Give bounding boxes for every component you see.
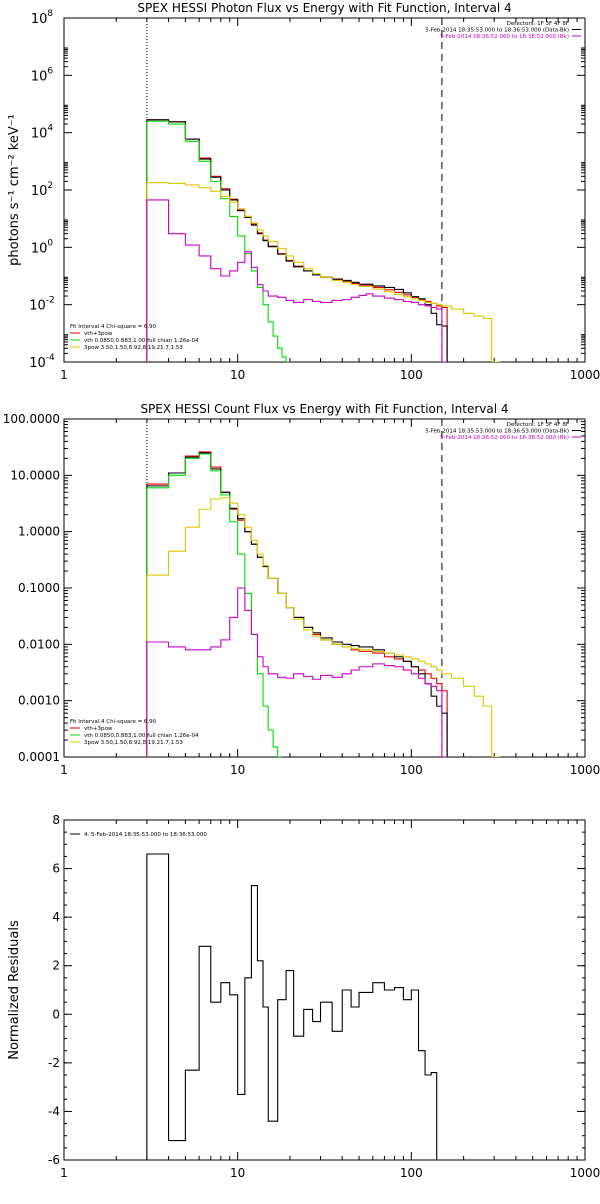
x-tick-label: 100 <box>400 368 423 382</box>
series-line-3 <box>146 182 500 362</box>
legend-text: vth 0.0850,0.883,1.00 full chian 1.26e-0… <box>84 338 199 344</box>
x-tick-label: 1 <box>60 368 68 382</box>
chart-title-0: SPEX HESSI Photon Flux vs Energy with Fi… <box>137 1 511 15</box>
legend-text: 3pow 3.50,1.50,8.92,8.19,21.7,1.53 <box>84 345 183 351</box>
y-tick-label: 1.0000 <box>18 525 60 539</box>
y-tick-label: 4 <box>52 910 60 924</box>
header-line: 5-Feb-2014 18:35:53.000 to 18:36:53.000 … <box>425 28 569 34</box>
y-tick-label: 2 <box>52 959 60 973</box>
legend-text: vth 0.0850,0.883,1.00 full chian 1.26e-0… <box>84 733 199 739</box>
header-line: 5-Feb-2014 18:36:52.000 to 18:38:52.000 … <box>440 435 569 441</box>
x-tick-label: 100 <box>400 763 423 777</box>
legend-text: vth+3pow <box>84 331 113 337</box>
header-line: Detectors: 1F 3F 4F 8F <box>507 21 569 27</box>
x-tick-label: 100 <box>400 1166 423 1180</box>
y-tick-label: 106 <box>31 66 54 84</box>
header-line: Detectors: 1F 3F 4F 8F <box>507 422 569 428</box>
y-tick-exponent: 0 <box>47 238 53 248</box>
y-tick-label: 0.0100 <box>18 637 60 651</box>
y-tick-label: 0 <box>52 1007 60 1021</box>
y-tick-base: 10 <box>31 241 48 256</box>
x-tick-label: 10 <box>230 1166 245 1180</box>
y-tick-label: 104 <box>31 124 54 142</box>
y-tick-label: 100.0000 <box>3 412 60 426</box>
series-line-0 <box>146 853 448 1160</box>
y-tick-base: 10 <box>31 69 48 84</box>
x-tick-label: 1000 <box>570 1166 600 1180</box>
y-tick-label: 10-4 <box>29 353 55 371</box>
y-tick-base: 10 <box>29 356 46 371</box>
y-tick-base: 10 <box>31 127 48 142</box>
y-tick-label: -2 <box>48 1056 60 1070</box>
y-tick-label: 0.0010 <box>18 694 60 708</box>
y-tick-exponent: 2 <box>47 181 53 191</box>
series-line-1 <box>146 119 448 362</box>
y-axis-label: photons s⁻¹ cm⁻² keV⁻¹ <box>7 114 22 266</box>
legend-text: vth+3pow <box>84 726 113 732</box>
x-tick-label: 1000 <box>570 763 600 777</box>
y-tick-label: -6 <box>48 1153 60 1167</box>
series-line-0 <box>146 119 448 362</box>
y-tick-exponent: -4 <box>46 353 55 363</box>
series-line-1 <box>146 452 448 757</box>
y-tick-exponent: 6 <box>47 66 53 76</box>
series-line-3 <box>146 497 500 757</box>
x-tick-label: 1000 <box>570 368 600 382</box>
header-line: 5-Feb-2014 18:35:53.000 to 18:36:53.000 … <box>425 429 569 435</box>
legend-text: 4. 5-Feb-2014 18:35:53.000 to 18:36:53.0… <box>84 832 207 838</box>
chart-title-1: SPEX HESSI Count Flux vs Energy with Fit… <box>140 402 508 416</box>
series-line-0 <box>146 451 448 757</box>
y-tick-label: 6 <box>52 862 60 876</box>
x-tick-label: 10 <box>230 368 245 382</box>
y-tick-label: 10.0000 <box>10 468 60 482</box>
y-tick-exponent: 8 <box>47 9 53 19</box>
y-tick-exponent: -2 <box>46 296 55 306</box>
legend-text: 3pow 3.50,1.50,8.92,8.19,21.7,1.53 <box>84 740 183 746</box>
series-line-4 <box>146 199 448 362</box>
y-tick-label: 100 <box>31 238 54 256</box>
header-line: 5-Feb-2014 18:36:52.000 to 18:38:52.000 … <box>440 34 569 40</box>
y-tick-base: 10 <box>31 12 48 27</box>
y-tick-label: 10-2 <box>29 296 55 314</box>
y-tick-label: -4 <box>48 1104 60 1118</box>
y-tick-label: 102 <box>31 181 53 199</box>
y-tick-label: 0.0001 <box>18 750 60 764</box>
y-tick-label: 108 <box>31 9 54 27</box>
legend-text: Fit Interval 4 Chi-square = 6.90 <box>70 324 157 330</box>
plot-frame-1 <box>63 418 586 758</box>
y-tick-base: 10 <box>29 299 46 314</box>
legend-text: Fit Interval 4 Chi-square = 6.90 <box>70 719 157 725</box>
x-tick-label: 10 <box>230 763 245 777</box>
plot-frame-0 <box>63 17 586 363</box>
y-tick-label: 0.1000 <box>18 581 60 595</box>
y-tick-exponent: 4 <box>47 124 53 134</box>
y-tick-label: 8 <box>52 813 60 827</box>
x-tick-label: 1 <box>60 1166 68 1180</box>
plot-frame-2 <box>63 819 586 1161</box>
y-axis-label: Normalized Residuals <box>7 920 22 1060</box>
series-line-2 <box>146 453 283 757</box>
x-tick-label: 1 <box>60 763 68 777</box>
series-line-4 <box>146 587 448 757</box>
y-tick-base: 10 <box>31 184 48 199</box>
